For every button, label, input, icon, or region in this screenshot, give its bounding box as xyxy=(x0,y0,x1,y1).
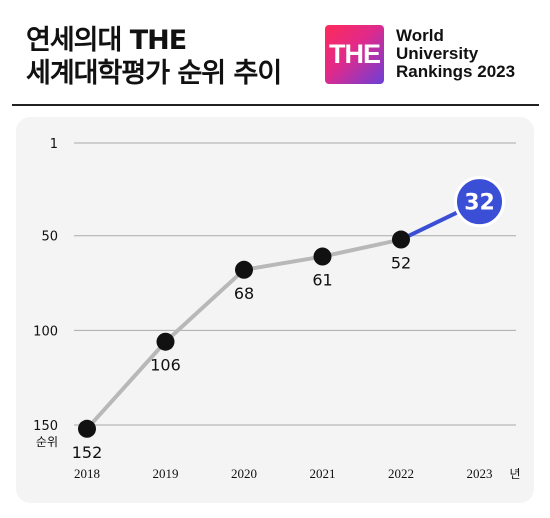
data-point xyxy=(78,419,96,438)
data-point xyxy=(313,247,332,266)
y-tick-label: 50 xyxy=(41,230,58,245)
x-tick-label: 2020 xyxy=(231,466,257,481)
brand-text: World University Rankings 2023 xyxy=(396,27,515,81)
y-tick-label: 150 xyxy=(33,419,58,434)
brand-line-2: University xyxy=(396,44,479,63)
x-tick-label: 2018 xyxy=(74,466,100,481)
brand-line-1: World xyxy=(396,26,444,45)
title-line-2: 세계대학평가 순위 추이 xyxy=(26,58,282,89)
data-label: 61 xyxy=(312,271,332,290)
data-point xyxy=(392,230,410,249)
data-label: 68 xyxy=(234,284,254,303)
highlight-data-label: 32 xyxy=(464,191,495,216)
logo-text: THE xyxy=(329,39,381,69)
x-tick-label: 2023 xyxy=(467,466,493,481)
chart-title: 연세의대 THE 세계대학평가 순위 추이 xyxy=(26,24,282,90)
data-label: 152 xyxy=(72,443,103,462)
data-point xyxy=(156,332,175,351)
y-tick-label: 1 xyxy=(50,137,58,152)
the-logo: THE xyxy=(325,25,384,84)
brand-line-3: Rankings 2023 xyxy=(396,62,516,81)
data-label: 106 xyxy=(150,356,181,375)
title-line-1: 연세의대 THE xyxy=(26,25,187,56)
x-tick-label: 2019 xyxy=(153,466,179,481)
x-tick-label: 2022 xyxy=(388,466,414,481)
y-axis-unit: 순위 xyxy=(36,435,58,449)
x-tick-label: 2021 xyxy=(310,466,336,481)
data-point xyxy=(235,260,253,279)
highlight-point xyxy=(454,176,505,228)
chart-panel xyxy=(16,117,534,503)
x-axis-unit: 년 xyxy=(510,467,521,481)
y-tick-label: 100 xyxy=(33,324,58,339)
header-divider xyxy=(12,104,539,106)
data-label: 52 xyxy=(391,254,411,273)
